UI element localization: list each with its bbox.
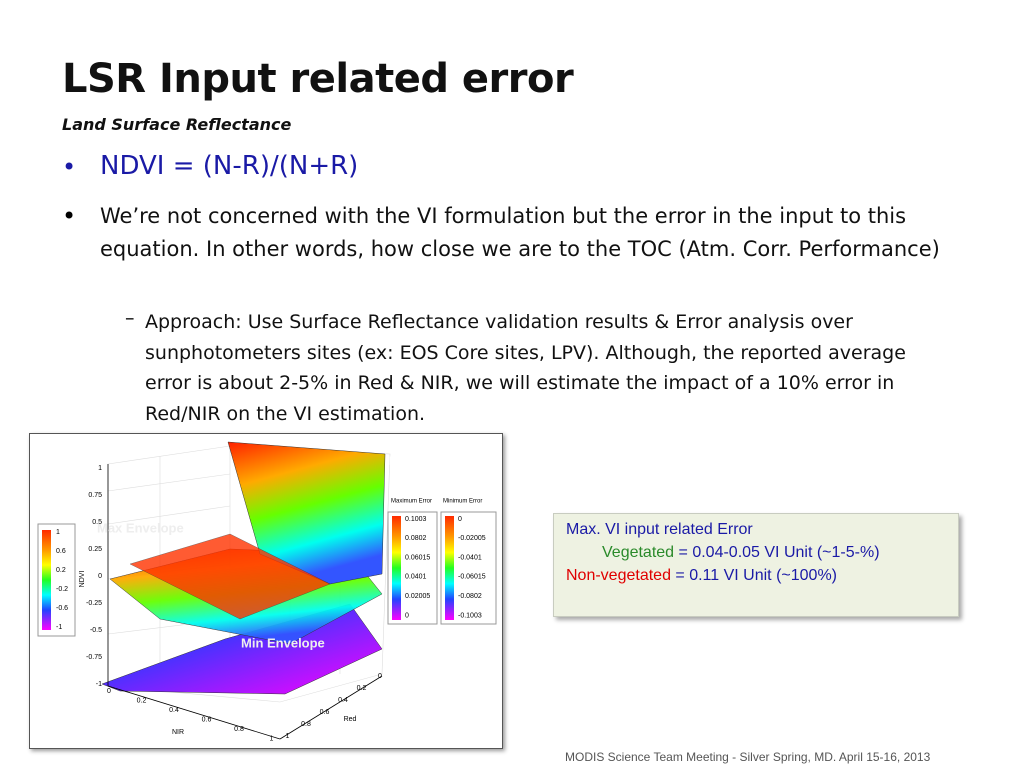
- min-error-colorbar-label: 0: [458, 516, 462, 523]
- max-envelope-label: Max Envelope: [97, 520, 184, 535]
- ndvi-colorbar: [42, 530, 51, 630]
- nonvegetated-label: Non-vegetated: [566, 567, 671, 584]
- vegetated-label: Vegetated: [602, 544, 675, 561]
- sub-bullet: Approach: Use Surface Reflectance valida…: [145, 311, 906, 425]
- nir-tick-label: 0.4: [169, 707, 179, 714]
- max-error-colorbar: [392, 516, 401, 620]
- subtitle: Land Surface Reflectance: [62, 115, 292, 134]
- red-tick-label: 0.4: [338, 697, 348, 704]
- red-tick-label: 0.8: [301, 721, 311, 728]
- bullet: NDVI = (N-R)/(N+R): [100, 151, 359, 181]
- z-tick-label: -1: [96, 681, 102, 688]
- ndvi-colorbar-label: 0.2: [56, 567, 66, 574]
- nir-tick-label: 0.8: [234, 726, 244, 733]
- note-line: Vegetated = 0.04-0.05 VI Unit (~1-5-%): [566, 541, 958, 564]
- plot-title: NDVI: [389, 454, 418, 468]
- envelope-face: [129, 533, 331, 620]
- note-line: Non-vegetated = 0.11 VI Unit (~100%): [566, 564, 958, 587]
- z-tick-label: 0: [98, 573, 102, 580]
- min-error-colorbar-label: -0.02005: [458, 535, 486, 542]
- note-box: Max. VI input related Error Vegetated = …: [553, 513, 959, 617]
- nir-tick-label: 0: [107, 688, 111, 695]
- z-tick-label: -0.25: [86, 600, 102, 607]
- nir-tick-label: 0.2: [137, 697, 147, 704]
- vegetated-value: = 0.04-0.05 VI Unit (~1-5-%): [678, 544, 880, 561]
- max-error-colorbar-label: 0.1003: [405, 516, 427, 523]
- min-error-title: Minimum Error: [443, 499, 482, 505]
- z-tick-label: 0.25: [88, 546, 102, 553]
- nir-axis-label: NIR: [172, 729, 184, 736]
- z-tick-label: 0.75: [88, 492, 102, 499]
- red-axis-label: Red: [344, 716, 357, 723]
- nir-tick-label: 0.6: [202, 716, 212, 723]
- z-tick-label: 1: [98, 465, 102, 472]
- max-error-colorbar-label: 0.02005: [405, 593, 430, 600]
- min-error-colorbar-label: -0.1003: [458, 612, 482, 619]
- ndvi-colorbar-label: -0.6: [56, 605, 68, 612]
- z-axis-label: NDVI: [79, 571, 86, 588]
- upper-surface: [227, 441, 386, 585]
- red-tick-label: 0: [378, 673, 382, 680]
- nir-tick-label: 1: [270, 735, 274, 742]
- bullet: We’re not concerned with the VI formulat…: [100, 204, 940, 261]
- bullet-marker: •: [62, 153, 77, 181]
- red-tick-label: 0.2: [357, 685, 367, 692]
- footer: MODIS Science Team Meeting - Silver Spri…: [565, 750, 931, 764]
- ndvi-colorbar-label: 0.6: [56, 548, 66, 555]
- ndvi-colorbar-label: 1: [56, 529, 60, 536]
- nir-axis: [107, 685, 281, 740]
- ndvi-colorbar-label: -1: [56, 624, 62, 631]
- min-error-colorbar: [445, 516, 454, 620]
- max-error-title: Maximum Error: [391, 499, 432, 505]
- red-tick-label: 1: [286, 733, 290, 740]
- note-heading: Max. VI input related Error: [566, 521, 753, 538]
- nonvegetated-value: = 0.11 VI Unit (~100%): [675, 567, 837, 584]
- z-tick-label: -0.5: [90, 627, 102, 634]
- max-error-colorbar-label: 0.0802: [405, 535, 427, 542]
- min-error-colorbar-label: -0.0401: [458, 554, 482, 561]
- bullet-marker: •: [62, 202, 77, 230]
- min-error-colorbar-label: -0.06015: [458, 574, 486, 581]
- red-tick-label: 0.6: [320, 709, 330, 716]
- ndvi-colorbar-label: -0.2: [56, 586, 68, 593]
- max-error-colorbar-label: 0.0401: [405, 574, 427, 581]
- figure: NDVI Max Envelope Min Envelope NDVI NIR …: [29, 433, 503, 749]
- z-tick-label: 0.5: [92, 519, 102, 526]
- surface-plot: NDVI Max Envelope Min Envelope NDVI NIR …: [37, 441, 497, 742]
- title: LSR Input related error: [62, 56, 574, 102]
- min-error-colorbar-label: -0.0802: [458, 593, 482, 600]
- red-axis: [279, 675, 383, 740]
- max-error-colorbar-label: 0: [405, 612, 409, 619]
- min-envelope-label: Min Envelope: [241, 635, 325, 650]
- z-tick-label: -0.75: [86, 654, 102, 661]
- max-error-colorbar-label: 0.06015: [405, 554, 430, 561]
- sub-bullet-marker: –: [125, 307, 135, 329]
